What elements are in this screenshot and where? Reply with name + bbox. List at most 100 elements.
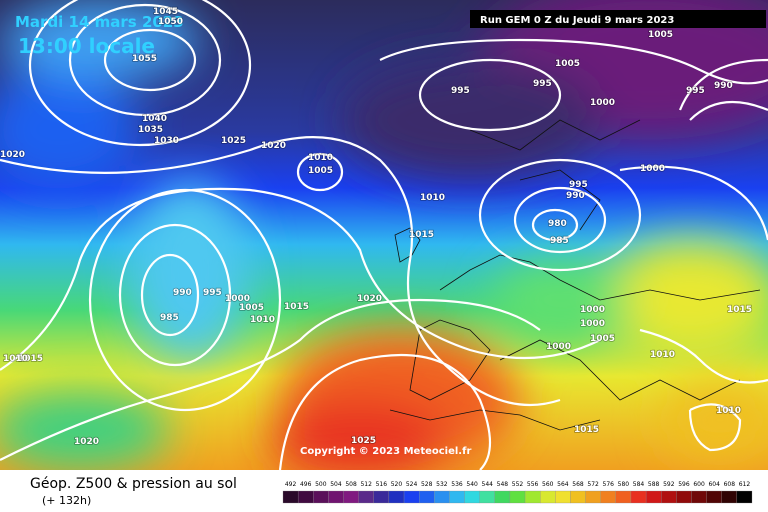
legend-swatch: [434, 490, 450, 504]
legend-scale-label: 508: [345, 481, 357, 488]
isobar-label: 995: [569, 180, 588, 190]
isobar-label: 990: [173, 288, 192, 298]
isobar-label: 1015: [727, 305, 752, 315]
isobar-label: 1000: [546, 342, 571, 352]
legend-scale-label: 516: [376, 481, 388, 488]
isobar-label: 980: [548, 219, 567, 229]
legend-scale-label: 552: [512, 481, 524, 488]
isobar-label: 1015: [284, 302, 309, 312]
legend-swatch: [358, 490, 374, 504]
legend-scale-label: 540: [466, 481, 478, 488]
isobar-label: 1055: [132, 54, 157, 64]
isobar-label: 995: [533, 79, 552, 89]
isobar-label: 1020: [74, 437, 99, 447]
isobar-label: 995: [203, 288, 222, 298]
legend-scale-label: 560: [542, 481, 554, 488]
run-box: [470, 10, 766, 28]
isobar-label: 985: [160, 313, 179, 323]
legend-swatch: [540, 490, 556, 504]
legend-swatch: [676, 490, 692, 504]
legend-scale-label: 504: [330, 481, 342, 488]
isobar-label: 1025: [351, 436, 376, 446]
legend-scale-label: 524: [406, 481, 418, 488]
legend-swatch: [449, 490, 465, 504]
isobar-label: 995: [451, 86, 470, 96]
legend-scale-label: 576: [603, 481, 615, 488]
isobar-label: 1005: [239, 303, 264, 313]
legend-swatch: [600, 490, 616, 504]
map-date: Mardi 14 mars 2023: [15, 13, 184, 31]
legend-scale-label: 596: [678, 481, 690, 488]
legend-scale-label: 536: [451, 481, 463, 488]
legend-scale-label: 584: [633, 481, 645, 488]
legend-scale-label: 600: [693, 481, 705, 488]
copyright: Copyright © 2023 Meteociel.fr: [300, 446, 471, 457]
legend-swatch: [297, 490, 314, 504]
legend-swatch: [479, 490, 495, 504]
legend-swatch: [555, 490, 571, 504]
legend-scale-label: 568: [572, 481, 584, 488]
isobar-label: 1015: [18, 354, 43, 364]
isobar-label: 1005: [308, 166, 333, 176]
isobar-label: 1035: [138, 125, 163, 135]
legend-swatch: [570, 490, 586, 504]
isobar-label: 1010: [420, 193, 445, 203]
legend-scale-label: 612: [739, 481, 751, 488]
legend-swatch: [403, 490, 420, 504]
legend-scale-label: 496: [300, 481, 312, 488]
legend-scale-label: 572: [587, 481, 599, 488]
isobar-label: 1045: [153, 7, 178, 17]
isobar-label: 1050: [158, 17, 183, 27]
isobar-label: 1000: [640, 164, 665, 174]
isobar-label: 1020: [357, 294, 382, 304]
legend-swatch: [313, 490, 329, 504]
isobar-label: 1005: [555, 59, 580, 69]
legend-scale-label: 528: [421, 481, 433, 488]
legend-scale-label: 564: [557, 481, 569, 488]
legend-scale-label: 556: [527, 481, 539, 488]
legend-scale-label: 500: [315, 481, 327, 488]
isobar-label: 1010: [716, 406, 741, 416]
legend-swatch: [464, 490, 480, 504]
isobar-label: 1020: [0, 150, 25, 160]
legend-swatch: [524, 490, 541, 504]
legend-scale-label: 588: [648, 481, 660, 488]
legend-title: Géop. Z500 & pression au sol: [30, 476, 237, 492]
legend-swatch: [373, 490, 390, 504]
isobar-label: 995: [686, 86, 705, 96]
legend-swatch: [615, 490, 632, 504]
legend-scale-label: 608: [724, 481, 736, 488]
legend-swatch: [343, 490, 359, 504]
isobar-label: 985: [550, 236, 569, 246]
isobar-label: 1015: [409, 230, 434, 240]
legend-swatch: [630, 490, 647, 504]
legend-scale-label: 512: [360, 481, 372, 488]
isobar-label: 1000: [590, 98, 615, 108]
isobar-label: 1015: [574, 425, 599, 435]
legend-scale-label: 604: [708, 481, 720, 488]
isobar-label: 1025: [221, 136, 246, 146]
legend-swatch: [645, 490, 662, 504]
isobar-label: 1005: [590, 334, 615, 344]
isobar-label: 1010: [650, 350, 675, 360]
legend-scale-label: 592: [663, 481, 675, 488]
isobar-label: 1010: [308, 153, 333, 163]
legend-scale-label: 548: [497, 481, 509, 488]
legend-swatch: [706, 490, 722, 504]
legend-scale-label: 532: [436, 481, 448, 488]
isobar-label: 1010: [3, 354, 28, 364]
legend-scale-label: 492: [285, 481, 297, 488]
isobar-label: 1040: [142, 114, 167, 124]
legend-swatch: [282, 490, 299, 504]
legend-swatch: [585, 490, 601, 504]
legend-swatch: [721, 490, 738, 504]
legend-swatch: [494, 490, 511, 504]
run-info: Run GEM 0 Z du Jeudi 9 mars 2023: [480, 15, 674, 26]
legend-swatch: [661, 490, 677, 504]
isobar-label: 1005: [648, 30, 673, 40]
isobar-label: 990: [566, 191, 585, 201]
legend-scale-label: 580: [618, 481, 630, 488]
map-field: [0, 0, 768, 470]
